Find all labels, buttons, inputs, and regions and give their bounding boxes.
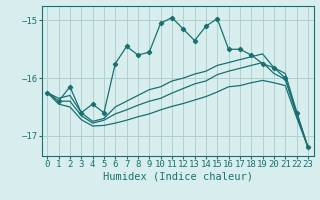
X-axis label: Humidex (Indice chaleur): Humidex (Indice chaleur) (103, 172, 252, 182)
